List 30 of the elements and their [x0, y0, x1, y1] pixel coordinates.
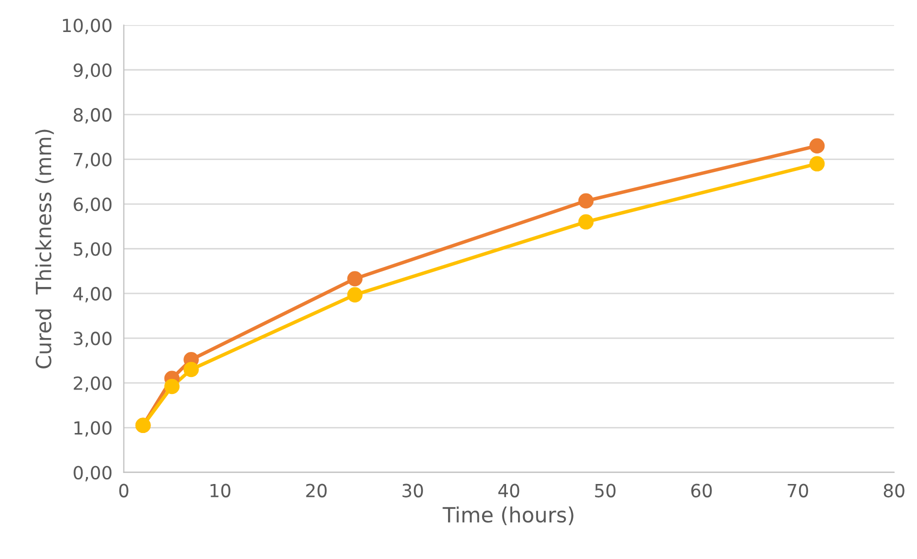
y-tick-label: 10,00: [62, 18, 112, 34]
point: [164, 378, 180, 394]
x-tick-label: 0: [119, 484, 128, 498]
y-tick-label: 1,00: [74, 421, 112, 437]
x-tick-label: 30: [402, 484, 423, 498]
y-tick-label: 6,00: [74, 197, 112, 213]
y-tick-label: 3,00: [74, 332, 112, 348]
point: [347, 271, 363, 286]
x-axis-title: Time (hours): [442, 506, 574, 526]
y-tick-label: 9,00: [74, 63, 112, 79]
y-axis-title: Cured Thickness (mm): [35, 130, 54, 368]
y-tick-label: 2,00: [74, 376, 112, 392]
point: [809, 138, 825, 154]
x-tick-label: 70: [788, 484, 808, 498]
y-tick-label: 7,00: [74, 152, 112, 168]
y-tick-label: 4,00: [73, 286, 112, 302]
x-tick-label: 20: [306, 484, 327, 498]
y-tick-label: 0,00: [74, 466, 112, 482]
x-tick-label: 10: [210, 484, 230, 498]
point: [809, 156, 825, 172]
y-tick-label: 5,00: [74, 242, 112, 258]
x-tick-label: 40: [498, 484, 520, 498]
point: [184, 362, 199, 378]
x-tick-label: 50: [595, 484, 616, 498]
point: [578, 193, 594, 209]
y-tick-label: 8,00: [74, 108, 112, 124]
point: [578, 214, 594, 230]
x-tick-label: 80: [884, 484, 904, 498]
point: [347, 287, 363, 302]
x-tick-label: 60: [691, 484, 712, 498]
